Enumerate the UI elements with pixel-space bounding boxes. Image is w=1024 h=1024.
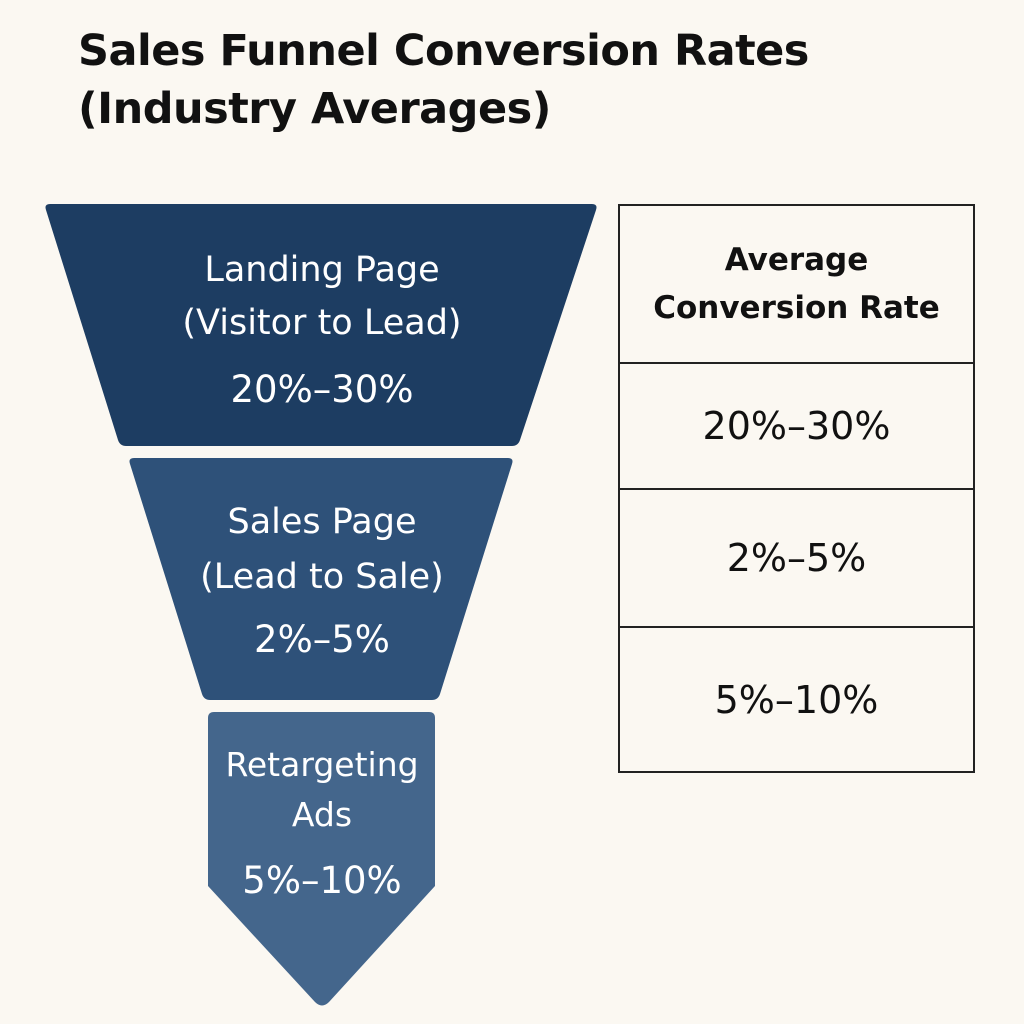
chart-title-line-2: (Industry Averages) bbox=[78, 84, 551, 134]
funnel-stage-label: (Lead to Sale) bbox=[200, 557, 444, 597]
funnel-diagram: Landing Page (Visitor to Lead) 20%–30% Sale… bbox=[45, 204, 597, 1006]
funnel-stage-label: (Visitor to Lead) bbox=[182, 303, 461, 343]
funnel-stage-rate: 5%–10% bbox=[242, 859, 401, 902]
table-header-row: Average Conversion Rate bbox=[618, 204, 975, 364]
funnel-stage-shape bbox=[208, 712, 435, 1006]
conversion-rate-table: Average Conversion Rate 20%–30% 2%–5% 5%… bbox=[618, 204, 975, 773]
table-header-line-2: Conversion Rate bbox=[653, 290, 940, 326]
chart-title-line-1: Sales Funnel Conversion Rates bbox=[78, 26, 809, 76]
table-header-cell: Average Conversion Rate bbox=[618, 204, 975, 364]
funnel-stage-shape bbox=[129, 458, 513, 700]
table-header-line-1: Average bbox=[724, 242, 869, 278]
funnel-stage-shape bbox=[45, 204, 597, 446]
funnel-stage-label: Landing Page bbox=[204, 250, 439, 290]
table-cell-landing-page: 20%–30% bbox=[618, 362, 975, 490]
table-cell-retargeting-ads: 5%–10% bbox=[618, 626, 975, 773]
table-row: 2%–5% bbox=[618, 488, 975, 628]
funnel-stage-retargeting-ads: Retargeting Ads 5%–10% bbox=[208, 712, 435, 1006]
funnel-stage-rate: 20%–30% bbox=[231, 368, 414, 411]
table-row: 5%–10% bbox=[618, 626, 975, 773]
funnel-stage-rate: 2%–5% bbox=[254, 618, 390, 661]
funnel-stage-sales-page: Sales Page (Lead to Sale) 2%–5% bbox=[129, 458, 513, 700]
funnel-stage-label: Ads bbox=[292, 795, 352, 834]
funnel-stage-label: Sales Page bbox=[227, 502, 416, 542]
funnel-stage-label: Retargeting bbox=[225, 745, 418, 784]
table-row: 20%–30% bbox=[618, 362, 975, 490]
funnel-stage-landing-page: Landing Page (Visitor to Lead) 20%–30% bbox=[45, 204, 597, 446]
chart-title: Sales Funnel Conversion Rates (Industry … bbox=[78, 22, 958, 138]
table-cell-sales-page: 2%–5% bbox=[618, 488, 975, 628]
